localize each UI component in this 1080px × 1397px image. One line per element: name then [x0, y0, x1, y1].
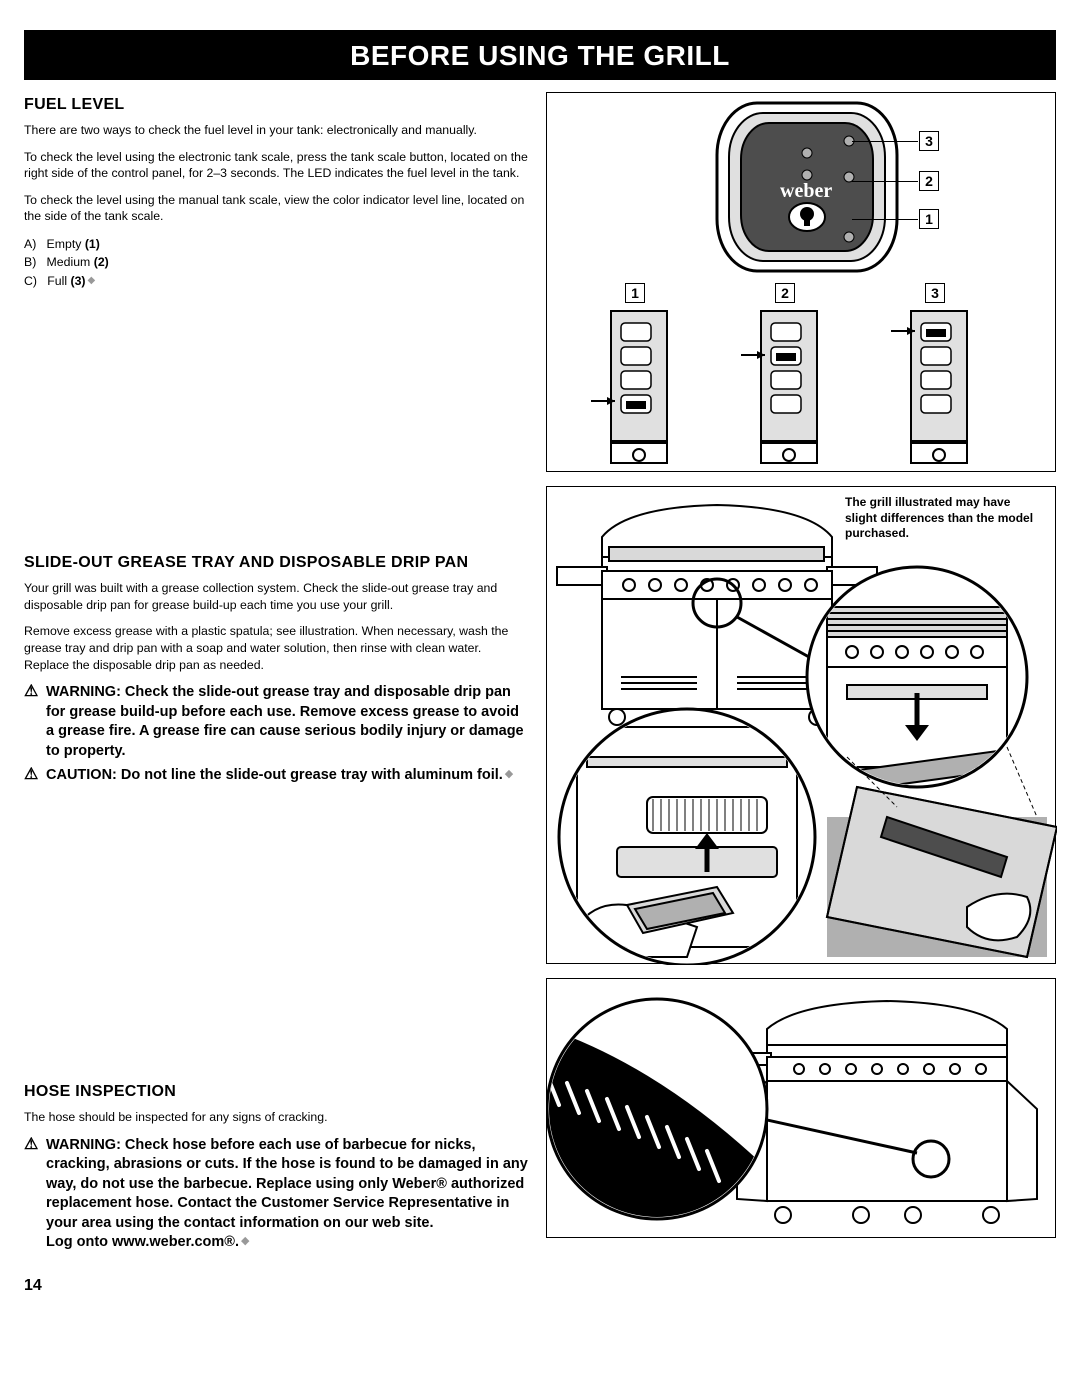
right-column: weber 3 2 1 1: [546, 92, 1056, 1257]
fuel-p2: To check the level using the electronic …: [24, 149, 528, 182]
warning-icon: ⚠: [24, 1136, 46, 1253]
fuel-list: A) Empty (1) B) Medium (2) C) Full (3)◆: [24, 235, 528, 290]
tank-scale-medium: [721, 307, 851, 467]
fuel-badge-illustration: weber: [687, 97, 927, 277]
callout-1: 1: [919, 209, 939, 229]
svg-text:weber: weber: [780, 180, 832, 202]
grease-heading: SLIDE-OUT GREASE TRAY AND DISPOSABLE DRI…: [24, 554, 528, 572]
warning-icon: ⚠: [24, 766, 46, 786]
fuel-p3: To check the level using the manual tank…: [24, 192, 528, 225]
tank-scale-empty: [571, 307, 701, 467]
figure-note: The grill illustrated may have slight di…: [845, 495, 1045, 542]
page-number: 14: [24, 1277, 1056, 1295]
columns: FUEL LEVEL There are two ways to check t…: [24, 92, 1056, 1257]
warning-icon: ⚠: [24, 683, 46, 761]
hose-warnings: ⚠ WARNING: Check hose before each use of…: [24, 1136, 528, 1253]
title-bar: BEFORE USING THE GRILL: [24, 30, 1056, 80]
grease-warnings: ⚠ WARNING: Check the slide-out grease tr…: [24, 683, 528, 785]
fuel-p1: There are two ways to check the fuel lev…: [24, 122, 528, 139]
figure-hose-inspection: [546, 978, 1056, 1238]
callout-1: 1: [625, 283, 645, 303]
grease-p1: Your grill was built with a grease colle…: [24, 580, 528, 613]
hose-illustration: [547, 979, 1057, 1239]
fuel-heading: FUEL LEVEL: [24, 96, 528, 114]
left-column: FUEL LEVEL There are two ways to check t…: [24, 92, 528, 1257]
hose-heading: HOSE INSPECTION: [24, 1083, 528, 1101]
callout-3: 3: [919, 131, 939, 151]
figure-grease-tray: The grill illustrated may have slight di…: [546, 486, 1056, 964]
tank-scale-full: [871, 307, 1001, 467]
callout-2: 2: [919, 171, 939, 191]
grease-tray-illustration: [547, 487, 1057, 965]
grease-p2: Remove excess grease with a plastic spat…: [24, 623, 528, 673]
figure-fuel-level: weber 3 2 1 1: [546, 92, 1056, 472]
callout-3: 3: [925, 283, 945, 303]
callout-2: 2: [775, 283, 795, 303]
hose-p1: The hose should be inspected for any sig…: [24, 1109, 528, 1126]
